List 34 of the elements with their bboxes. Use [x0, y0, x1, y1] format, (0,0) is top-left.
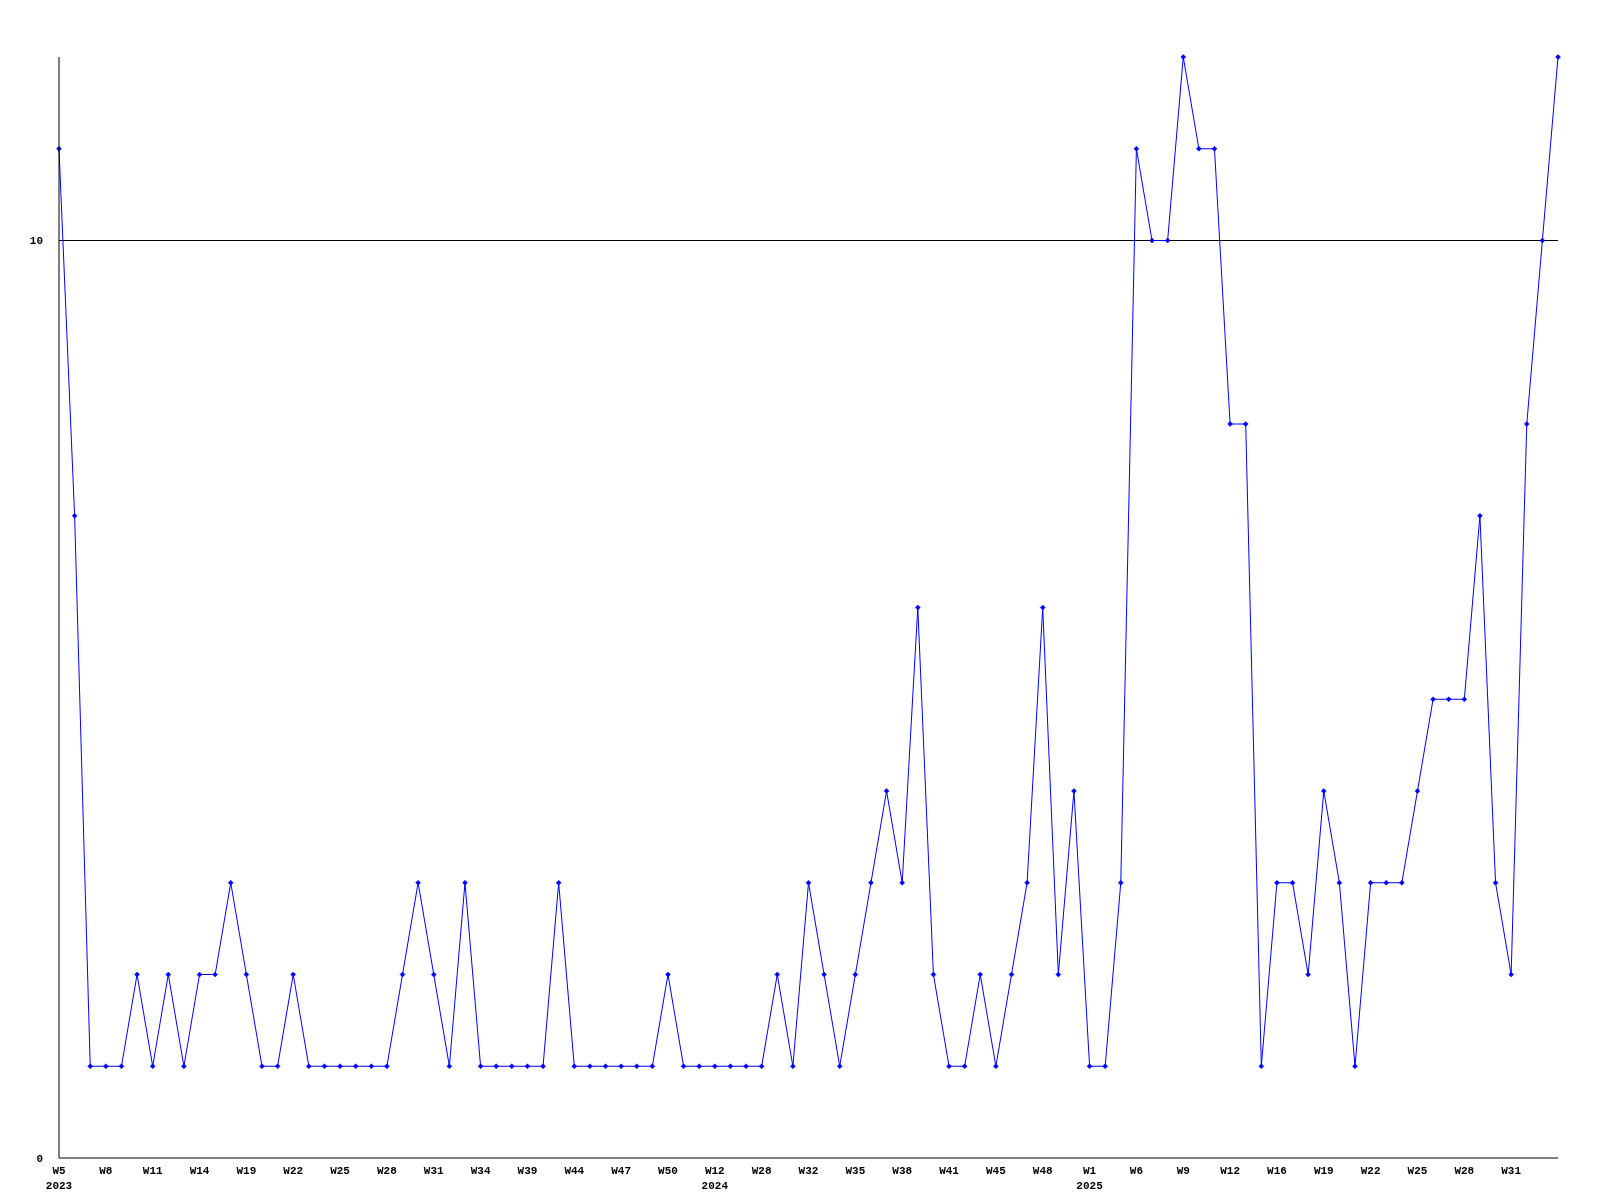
x-tick-label: W14 — [189, 1165, 210, 1177]
y-tick-label: 0 — [36, 1152, 43, 1165]
x-tick-label: W48 — [1032, 1165, 1054, 1177]
x-tick-label: W16 — [1267, 1165, 1287, 1177]
x-tick-label: W31 — [423, 1165, 445, 1177]
x-tick-label: W31 — [1501, 1165, 1522, 1177]
x-tick-label: W25 — [1407, 1165, 1428, 1177]
x-tick-label: W19 — [1313, 1165, 1334, 1177]
x-tick-label: W12 — [1220, 1165, 1240, 1177]
x-tick-label: W22 — [283, 1165, 304, 1177]
x-tick-label: W44 — [564, 1165, 585, 1177]
x-tick-label: W35 — [845, 1165, 866, 1177]
x-tick-label: W41 — [939, 1165, 960, 1177]
x-tick-label: W1 2025 — [1076, 1165, 1104, 1192]
x-tick-label: W8 — [99, 1165, 113, 1177]
y-tick-label: 10 — [29, 235, 43, 248]
x-tick-label: W39 — [517, 1165, 538, 1177]
x-tick-label: W5 2023 — [45, 1165, 73, 1192]
x-tick-label: W34 — [470, 1165, 491, 1177]
x-tick-label: W28 — [377, 1165, 398, 1177]
x-tick-label: W28 — [1454, 1165, 1475, 1177]
x-tick-label: W38 — [892, 1165, 913, 1177]
x-tick-label: W6 — [1129, 1165, 1144, 1177]
x-tick-label: W32 — [798, 1165, 819, 1177]
x-tick-label: W19 — [236, 1165, 257, 1177]
x-tick-label: W45 — [985, 1165, 1007, 1177]
x-tick-label: W22 — [1360, 1165, 1381, 1177]
x-tick-label: W12 2024 — [701, 1165, 729, 1192]
x-tick-label: W47 — [611, 1165, 632, 1177]
x-tick-label: W9 — [1176, 1165, 1190, 1177]
x-tick-label: W25 — [330, 1165, 351, 1177]
x-tick-label: W50 — [658, 1165, 678, 1177]
x-tick-label: W11 — [142, 1165, 163, 1177]
x-tick-label: W28 — [751, 1165, 772, 1177]
